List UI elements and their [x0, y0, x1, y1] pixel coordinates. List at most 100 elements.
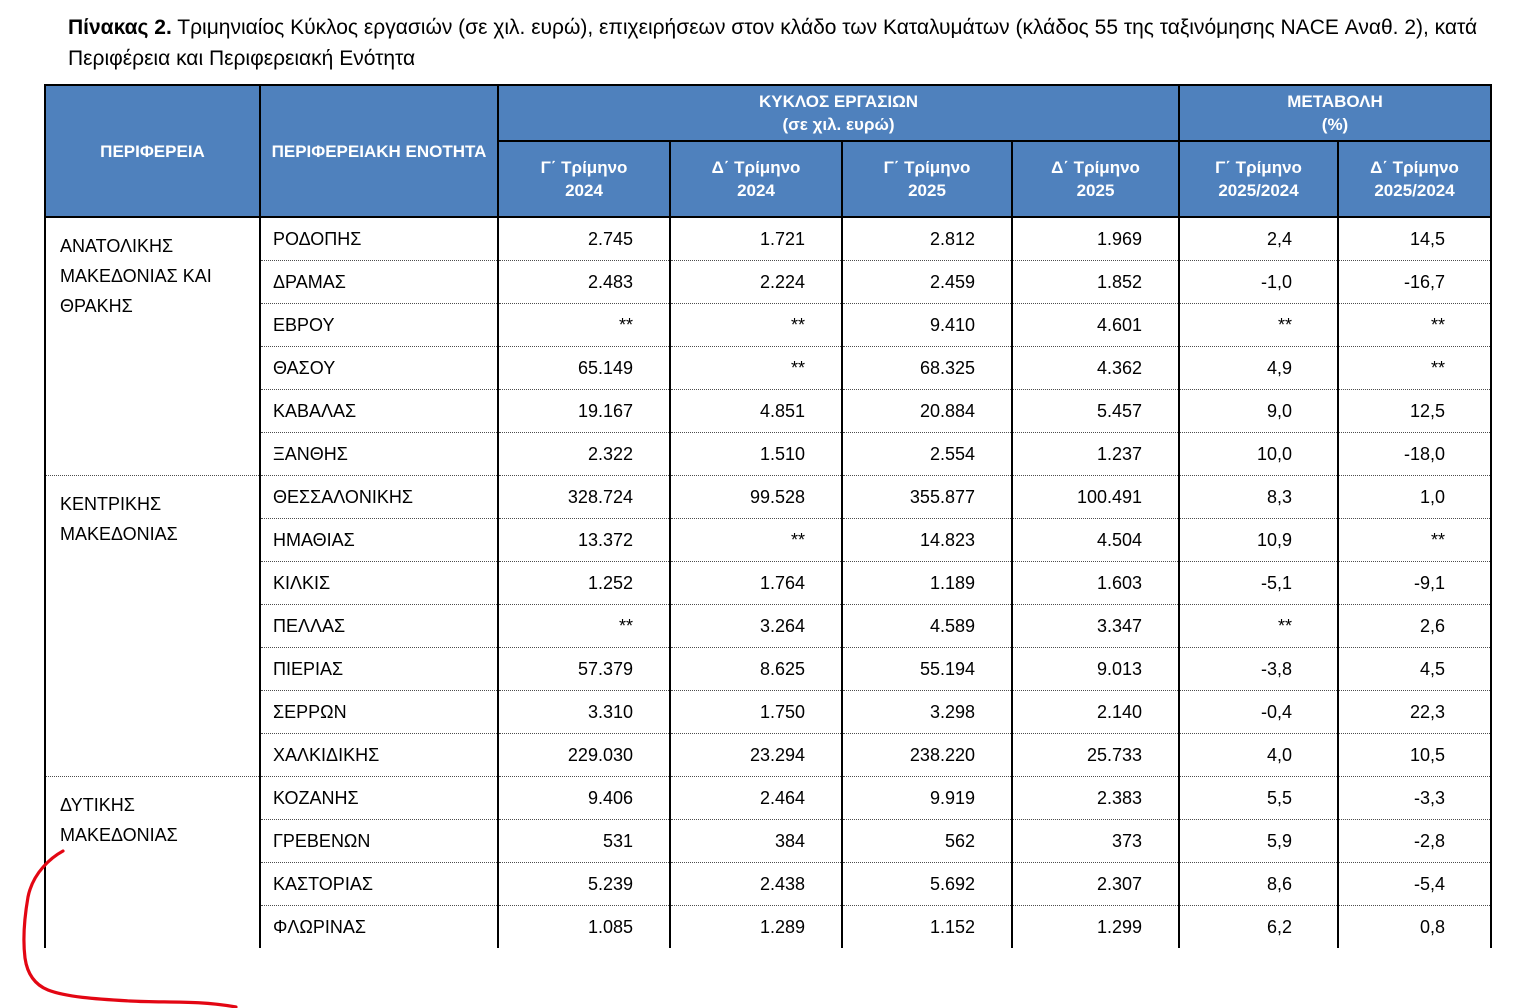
value-cell: 1,0: [1337, 475, 1493, 519]
unit-cell: ΧΑΛΚΙΔΙΚΗΣ: [259, 733, 499, 777]
value-cell: 1.299: [1010, 905, 1181, 948]
value-cell: -5,1: [1178, 561, 1340, 605]
value-cell: 8,6: [1178, 862, 1340, 906]
header-group-row: ΠΕΡΙΦΕΡΕΙΑ ΠΕΡΙΦΕΡΕΙΑΚΗ ΕΝΟΤΗΤΑ ΚΥΚΛΟΣ Ε…: [44, 84, 1493, 218]
header-quarter-label: Γ΄ Τρίμηνο: [540, 158, 628, 177]
unit-cell: ΚΟΖΑΝΗΣ: [259, 776, 499, 820]
value-cell: 1.750: [669, 690, 843, 734]
value-cell: 373: [1010, 819, 1181, 863]
value-cell: 4,9: [1178, 346, 1340, 390]
value-cell: 25.733: [1010, 733, 1181, 777]
value-cell: 65.149: [497, 346, 671, 390]
value-cell: 2.812: [841, 217, 1013, 261]
value-cell: 3.310: [497, 690, 671, 734]
value-cell: **: [669, 346, 843, 390]
value-cell: 1.852: [1010, 260, 1181, 304]
value-cell: 4,5: [1337, 647, 1493, 691]
unit-cell: ΚΑΣΤΟΡΙΑΣ: [259, 862, 499, 906]
value-cell: 57.379: [497, 647, 671, 691]
value-cell: 4,0: [1178, 733, 1340, 777]
value-cell: **: [1178, 303, 1340, 347]
value-cell: -1,0: [1178, 260, 1340, 304]
header-cell-q3-2024: Γ΄ Τρίμηνο 2024: [497, 140, 671, 218]
header-cell-change-q4: Δ΄ Τρίμηνο 2025/2024: [1337, 140, 1493, 218]
unit-cell: ΠΕΛΛΑΣ: [259, 604, 499, 648]
title-label: Πίνακας 2.: [68, 16, 172, 39]
value-cell: 1.289: [669, 905, 843, 948]
unit-cell: ΚΙΛΚΙΣ: [259, 561, 499, 605]
table-row: ΘΑΣΟΥ 65.149 ** 68.325 4.362 4,9 **: [45, 346, 1493, 390]
value-cell: 2.483: [497, 260, 671, 304]
value-cell: -16,7: [1337, 260, 1493, 304]
value-cell: 14,5: [1337, 217, 1493, 261]
value-cell: 1.764: [669, 561, 843, 605]
value-cell: -18,0: [1337, 432, 1493, 476]
table-row: ΞΑΝΘΗΣ 2.322 1.510 2.554 1.237 10,0 -18,0: [45, 432, 1493, 476]
value-cell: **: [669, 303, 843, 347]
table-row: ΣΕΡΡΩΝ 3.310 1.750 3.298 2.140 -0,4 22,3: [45, 690, 1493, 734]
value-cell: 55.194: [841, 647, 1013, 691]
value-cell: 4.362: [1010, 346, 1181, 390]
value-cell: 1.085: [497, 905, 671, 948]
value-cell: 68.325: [841, 346, 1013, 390]
change-group-subtitle: (%): [1321, 115, 1349, 134]
value-cell: 9.406: [497, 776, 671, 820]
value-cell: 4.601: [1010, 303, 1181, 347]
value-cell: 22,3: [1337, 690, 1493, 734]
value-cell: 2.438: [669, 862, 843, 906]
value-cell: **: [497, 604, 671, 648]
unit-cell: ΚΑΒΑΛΑΣ: [259, 389, 499, 433]
value-cell: 9,0: [1178, 389, 1340, 433]
value-cell: **: [1337, 303, 1493, 347]
header-year-label: 2025: [1076, 181, 1115, 200]
value-cell: 20.884: [841, 389, 1013, 433]
value-cell: 2,6: [1337, 604, 1493, 648]
value-cell: 3.298: [841, 690, 1013, 734]
value-cell: 238.220: [841, 733, 1013, 777]
value-cell: 4.504: [1010, 518, 1181, 562]
table-row: ΠΙΕΡΙΑΣ 57.379 8.625 55.194 9.013 -3,8 4,5: [45, 647, 1493, 691]
value-cell: 2.224: [669, 260, 843, 304]
value-cell: 2.383: [1010, 776, 1181, 820]
value-cell: 9.013: [1010, 647, 1181, 691]
header-sub-row: Γ΄ Τρίμηνο 2024 Δ΄ Τρίμηνο 2024 Γ΄ Τρίμη…: [45, 140, 1493, 218]
region-cell: ΚΕΝΤΡΙΚΗΣ ΜΑΚΕΔΟΝΙΑΣ: [44, 475, 261, 777]
value-cell: 1.603: [1010, 561, 1181, 605]
value-cell: -3,8: [1178, 647, 1340, 691]
header-quarter-label: Γ΄ Τρίμηνο: [1215, 158, 1302, 177]
unit-cell: ΓΡΕΒΕΝΩΝ: [259, 819, 499, 863]
header-quarter-label: Δ΄ Τρίμηνο: [711, 158, 801, 177]
value-cell: 1.152: [841, 905, 1013, 948]
turnover-group-subtitle: (σε χιλ. ευρώ): [782, 115, 895, 134]
change-group-title: ΜΕΤΑΒΟΛΗ: [1287, 92, 1383, 111]
value-cell: 0,8: [1337, 905, 1493, 948]
header-cell-q3-2025: Γ΄ Τρίμηνο 2025: [841, 140, 1013, 218]
value-cell: 9.919: [841, 776, 1013, 820]
value-cell: 1.189: [841, 561, 1013, 605]
value-cell: -2,8: [1337, 819, 1493, 863]
value-cell: 2.307: [1010, 862, 1181, 906]
value-cell: 2.554: [841, 432, 1013, 476]
table-row: ΧΑΛΚΙΔΙΚΗΣ 229.030 23.294 238.220 25.733 4,0 1…: [45, 733, 1493, 777]
value-cell: 4.589: [841, 604, 1013, 648]
value-cell: **: [669, 518, 843, 562]
value-cell: 2.745: [497, 217, 671, 261]
header-year-label: 2025/2024: [1218, 181, 1299, 200]
value-cell: 1.969: [1010, 217, 1181, 261]
header-cell-q4-2025: Δ΄ Τρίμηνο 2025: [1010, 140, 1181, 218]
header-year-label: 2024: [565, 181, 603, 200]
header-cell-change-q3: Γ΄ Τρίμηνο 2025/2024: [1178, 140, 1340, 218]
value-cell: 328.724: [497, 475, 671, 519]
value-cell: 12,5: [1337, 389, 1493, 433]
value-cell: 3.347: [1010, 604, 1181, 648]
value-cell: 1.510: [669, 432, 843, 476]
value-cell: 14.823: [841, 518, 1013, 562]
unit-cell: ΔΡΑΜΑΣ: [259, 260, 499, 304]
value-cell: 8.625: [669, 647, 843, 691]
value-cell: 5.239: [497, 862, 671, 906]
value-cell: 5.692: [841, 862, 1013, 906]
region-cell: ΔΥΤΙΚΗΣ ΜΑΚΕΔΟΝΙΑΣ: [44, 776, 261, 948]
unit-cell: ΕΒΡΟΥ: [259, 303, 499, 347]
table-row: ΚΑΒΑΛΑΣ 19.167 4.851 20.884 5.457 9,0 12,5: [45, 389, 1493, 433]
header-year-label: 2024: [737, 181, 775, 200]
